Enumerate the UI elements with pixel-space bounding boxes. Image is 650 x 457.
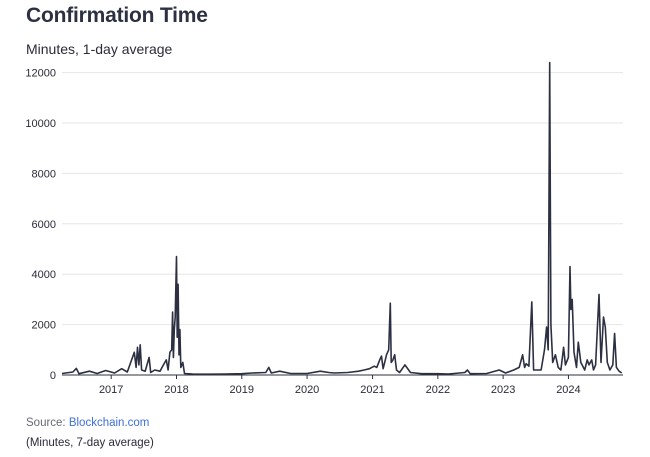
y-tick-label: 2000 xyxy=(32,320,56,332)
x-tick-label: 2023 xyxy=(491,384,515,396)
y-tick-label: 10000 xyxy=(25,118,56,130)
y-tick-label: 0 xyxy=(50,370,56,382)
x-tick-label: 2019 xyxy=(230,384,254,396)
x-tick-label: 2022 xyxy=(426,384,450,396)
chart-subtitle: Minutes, 1-day average xyxy=(26,41,173,57)
gridlines xyxy=(62,72,623,326)
x-tick-label: 2024 xyxy=(556,384,580,396)
chart-title: Confirmation Time xyxy=(26,4,208,27)
x-tick-label: 2021 xyxy=(360,384,384,396)
x-tick-label: 2017 xyxy=(99,384,123,396)
source-label: Source: xyxy=(26,417,69,429)
source-link[interactable]: Blockchain.com xyxy=(68,417,150,429)
y-tick-label: 12000 xyxy=(25,68,56,80)
y-axis-ticks: 0 2000 4000 6000 8000 10000 12000 xyxy=(25,68,56,382)
x-tick-label: 2020 xyxy=(295,384,319,396)
footnote: (Minutes, 7-day average) xyxy=(26,437,154,449)
series-line-confirmation-time xyxy=(61,61,623,375)
x-tick-label: 2018 xyxy=(164,384,188,396)
y-tick-label: 6000 xyxy=(32,219,56,231)
line-chart: 0 2000 4000 6000 8000 10000 12000 2017 2018 2019… xyxy=(25,61,623,396)
y-tick-label: 4000 xyxy=(32,269,56,281)
source-credit: Source: Blockchain.com xyxy=(26,417,149,429)
x-axis-ticks: 2017 2018 2019 2020 2021 2022 2023 2024 xyxy=(99,375,581,396)
y-tick-label: 8000 xyxy=(32,168,56,180)
